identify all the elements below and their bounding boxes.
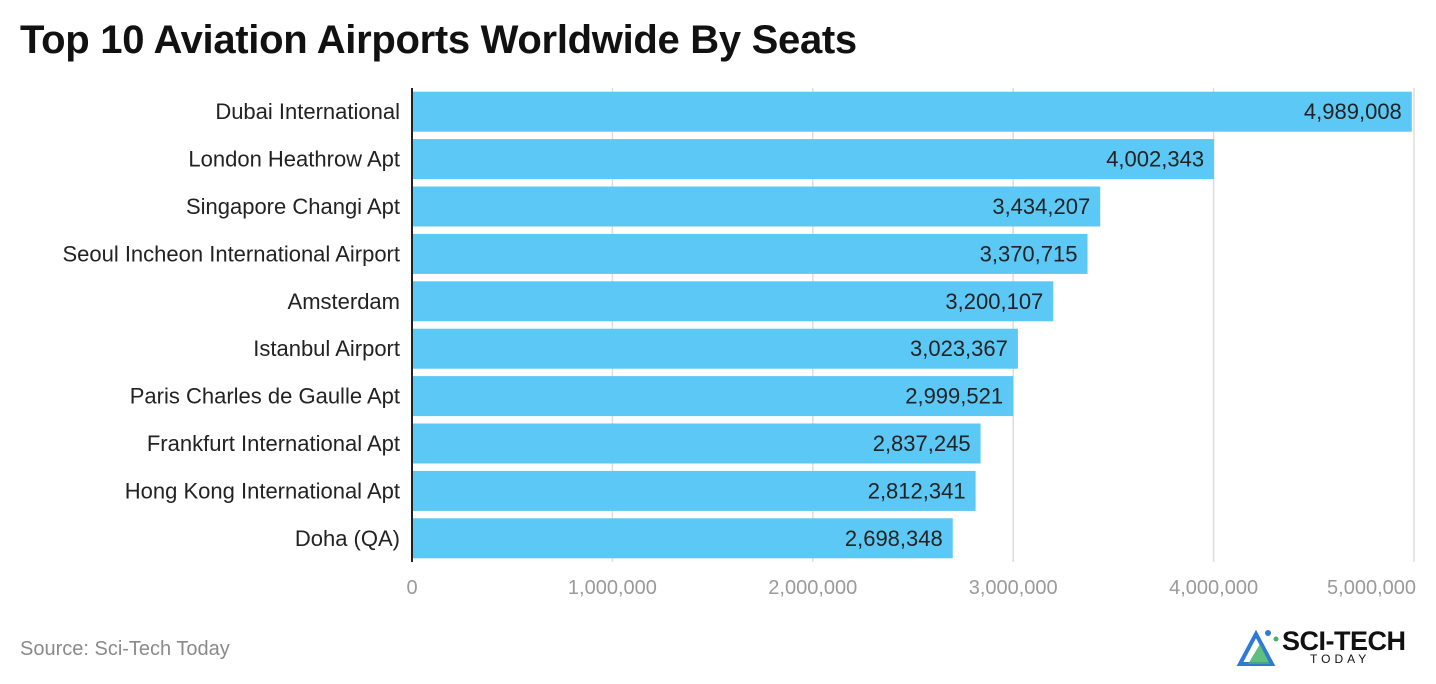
x-tick-label: 3,000,000	[969, 577, 1058, 599]
data-label: 3,434,207	[992, 194, 1090, 219]
bar	[412, 186, 1101, 227]
category-label: Istanbul Airport	[253, 336, 400, 361]
x-tick-label: 4,000,000	[1169, 577, 1258, 599]
chart-title: Top 10 Aviation Airports Worldwide By Se…	[20, 18, 857, 62]
bar-chart: Dubai International 4,989,008 London Heath…	[62, 88, 1416, 599]
bar	[412, 376, 1014, 417]
data-label: 2,999,521	[905, 384, 1003, 409]
data-label: 3,023,367	[910, 336, 1008, 361]
bar	[412, 139, 1215, 180]
category-label: Hong Kong International Apt	[125, 478, 400, 503]
data-label: 4,989,008	[1304, 99, 1402, 124]
source-note: Source: Sci-Tech Today	[20, 638, 230, 660]
logo-main-text: SCI-TECH	[1282, 626, 1406, 656]
bar	[412, 518, 953, 559]
x-tick-label: 0	[406, 577, 417, 599]
category-label: Singapore Changi Apt	[186, 194, 400, 219]
x-tick-label: 5,000,000	[1327, 577, 1416, 599]
category-label: Doha (QA)	[295, 526, 400, 551]
category-label: Frankfurt International Apt	[147, 431, 400, 456]
mountain-triangle-icon	[1236, 629, 1279, 666]
category-label: London Heathrow Apt	[188, 147, 400, 172]
bar	[412, 281, 1054, 322]
x-tick-label: 1,000,000	[568, 577, 657, 599]
bar	[412, 470, 976, 511]
data-label: 4,002,343	[1106, 147, 1204, 172]
sci-tech-logo: SCI-TECH TODAY	[1236, 624, 1416, 670]
category-label: Paris Charles de Gaulle Apt	[130, 384, 400, 409]
data-label: 2,812,341	[868, 478, 966, 503]
data-label: 2,837,245	[873, 431, 971, 456]
category-label: Amsterdam	[288, 289, 400, 314]
logo-sub-text: TODAY	[1310, 652, 1371, 666]
data-label: 2,698,348	[845, 526, 943, 551]
bar	[412, 233, 1088, 274]
bar	[412, 91, 1412, 132]
bar	[412, 328, 1018, 369]
bar	[412, 423, 981, 464]
data-label: 3,370,715	[980, 241, 1078, 266]
data-label: 3,200,107	[945, 289, 1043, 314]
category-label: Seoul Incheon International Airport	[62, 241, 400, 266]
x-tick-label: 2,000,000	[768, 577, 857, 599]
category-label: Dubai International	[215, 99, 400, 124]
